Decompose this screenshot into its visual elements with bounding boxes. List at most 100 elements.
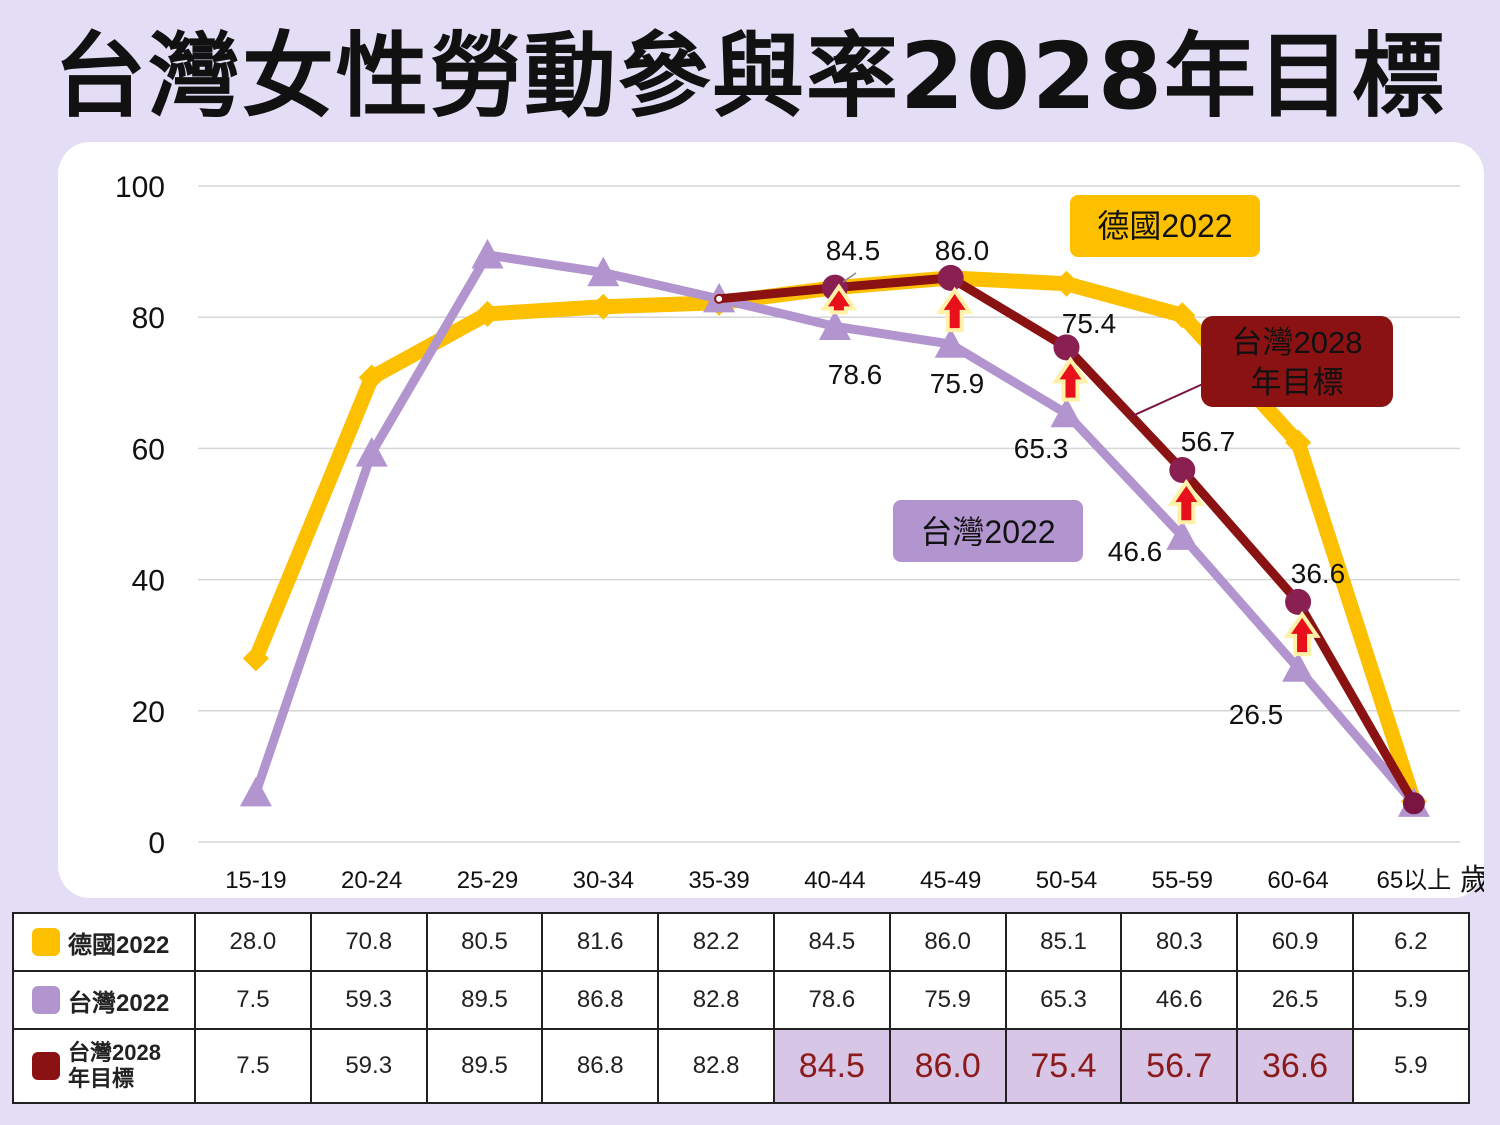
chart-panel: 020406080100%15-1920-2425-2930-3435-3940…	[58, 142, 1484, 898]
x-tick-label: 40-44	[804, 867, 865, 894]
legend-swatch	[32, 1052, 60, 1081]
table-row-taiwan2022: 台灣2022 7.5 59.3 89.5 86.8 82.8 78.6 75.9 65.3 46.…	[12, 970, 1470, 1031]
data-label-taiwan2028: 56.7	[1181, 426, 1236, 457]
row-label-line1: 台灣2028	[68, 1040, 161, 1066]
table-cell: 65.3	[1004, 970, 1123, 1031]
table-cell: 80.3	[1120, 911, 1239, 973]
x-tick-label: 35-39	[688, 867, 749, 894]
data-label-taiwan2022: 46.6	[1108, 536, 1163, 567]
increase-arrow-icon	[1283, 610, 1321, 657]
table-cell: 82.8	[657, 1028, 775, 1104]
data-point-germany	[1285, 429, 1312, 456]
x-tick-label: 45-49	[920, 867, 981, 894]
legend-taiwan2028-pointer	[1129, 382, 1206, 418]
table-cell: 75.4	[1004, 1028, 1123, 1104]
increase-arrow-shape	[827, 290, 850, 311]
data-point-taiwan2022	[934, 328, 967, 358]
table-cell: 7.5	[194, 970, 312, 1031]
legend-taiwan2028-label-line1: 台灣2028	[1232, 325, 1363, 360]
table-cell: 82.8	[657, 970, 775, 1031]
table-cell: 86.8	[541, 1028, 660, 1104]
data-label-taiwan2022: 26.5	[1229, 699, 1284, 730]
legend-taiwan2028-box	[1201, 316, 1393, 407]
table-cell: 86.0	[888, 911, 1007, 973]
increase-arrow-shape	[943, 293, 966, 329]
data-point-taiwan2028-start	[714, 293, 725, 304]
data-label-taiwan2022: 75.9	[930, 368, 985, 399]
data-point-taiwan2022	[818, 310, 851, 340]
table-cell: 60.9	[1236, 911, 1354, 973]
data-point-germany	[242, 645, 269, 672]
row-label-text: 德國2022	[68, 931, 170, 959]
data-label-taiwan2028: 84.5	[826, 235, 881, 266]
x-tick-label: 60-64	[1267, 867, 1328, 894]
table-cell: 82.2	[657, 911, 775, 973]
data-table: 德國2022 28.0 70.8 80.5 81.6 82.2 84.5 86.0 85.1 80…	[12, 911, 1470, 1104]
y-tick-label: 20	[132, 696, 165, 729]
x-tick-label: 30-34	[573, 867, 634, 894]
leader-line	[842, 272, 857, 283]
data-point-taiwan2028	[937, 264, 964, 291]
y-tick-label: 100	[115, 171, 165, 204]
data-label-taiwan2022: 78.6	[828, 359, 883, 390]
data-label-taiwan2028: 75.4	[1062, 308, 1117, 339]
legend-taiwan2022-label: 台灣2022	[920, 514, 1055, 550]
legend-taiwan2022-box	[893, 500, 1083, 562]
y-tick-label: 0	[148, 827, 165, 860]
data-point-taiwan2022	[471, 238, 504, 269]
table-cell: 80.5	[425, 911, 544, 973]
table-cell: 86.8	[541, 970, 660, 1031]
data-point-germany	[1169, 302, 1196, 329]
data-point-taiwan2022	[239, 776, 272, 807]
data-point-germany	[1053, 270, 1080, 297]
table-row-taiwan2028: 台灣2028 年目標 7.5 59.3 89.5 86.8 82.8 84.5 86.0 75.4…	[12, 1028, 1470, 1104]
x-tick-label: 25-29	[457, 867, 518, 894]
legend-germany-box	[1070, 195, 1260, 257]
row-label-text: 台灣2028 年目標	[68, 1040, 161, 1092]
data-point-taiwan2022	[355, 436, 388, 467]
table-cell: 56.7	[1120, 1028, 1239, 1104]
x-tick-label: 50-54	[1036, 867, 1097, 894]
table-cell: 5.9	[1351, 1028, 1470, 1104]
data-label-taiwan2022: 65.3	[1014, 433, 1069, 464]
y-tick-label: 40	[132, 565, 165, 598]
legend-taiwan2028-label-line2: 年目標	[1251, 365, 1344, 400]
table-cell: 84.5	[772, 1028, 891, 1104]
data-label-taiwan2028: 36.6	[1291, 558, 1346, 589]
row-label: 德國2022	[12, 911, 196, 973]
table-cell: 89.5	[425, 1028, 544, 1104]
table-cell: 28.0	[194, 911, 312, 973]
increase-arrow-icon	[820, 283, 858, 315]
table-cell: 6.2	[1351, 911, 1470, 973]
row-label: 台灣2022	[12, 970, 196, 1031]
table-cell: 46.6	[1120, 970, 1239, 1031]
legend-swatch	[32, 986, 60, 1015]
data-point-taiwan2028	[1402, 792, 1425, 815]
x-tick-label: 20-24	[341, 867, 402, 894]
data-point-taiwan2028	[1169, 457, 1196, 484]
data-point-taiwan2028	[1053, 334, 1080, 361]
table-cell: 36.6	[1236, 1028, 1354, 1104]
table-cell: 81.6	[541, 911, 660, 973]
table-cell: 26.5	[1236, 970, 1354, 1031]
data-point-germany	[474, 300, 501, 327]
table-cell: 59.3	[309, 1028, 428, 1104]
increase-arrow-shape	[1059, 363, 1082, 398]
increase-arrow-icon	[1051, 356, 1090, 402]
row-label: 台灣2028 年目標	[12, 1028, 196, 1104]
table-cell: 7.5	[194, 1028, 312, 1104]
data-point-taiwan2022	[587, 256, 620, 287]
table-cell: 5.9	[1351, 970, 1470, 1031]
legend-swatch	[32, 928, 60, 957]
data-point-taiwan2028	[1285, 588, 1312, 615]
data-point-taiwan2022	[1050, 397, 1083, 428]
row-label-text: 台灣2022	[68, 989, 170, 1017]
increase-arrow-shape	[1291, 617, 1314, 653]
x-tick-label: 15-19	[225, 867, 286, 894]
table-cell: 84.5	[772, 911, 891, 973]
y-tick-label: 80	[132, 302, 165, 335]
table-cell: 89.5	[425, 970, 544, 1031]
data-point-taiwan2022	[1282, 652, 1315, 682]
data-label-taiwan2028: 86.0	[935, 235, 990, 266]
chart-title: 台灣女性勞動參與率2028年目標	[53, 23, 1447, 130]
